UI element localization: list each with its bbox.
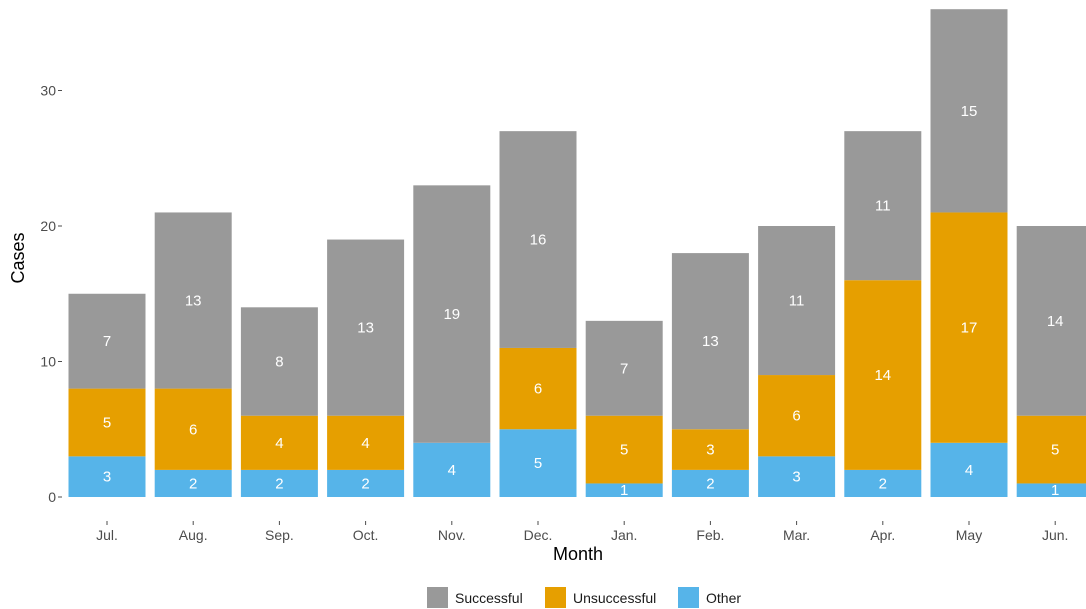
x-axis-title: Month [553,544,603,564]
data-label: 7 [103,333,111,350]
data-label: 2 [275,475,283,492]
y-axis-title: Cases [8,232,28,283]
data-label: 5 [534,455,542,472]
data-label: 4 [965,462,973,479]
legend-swatch-other [678,587,699,608]
data-label: 1 [620,482,628,499]
x-tick-label: May [956,527,982,543]
data-label: 2 [189,475,197,492]
legend-label: Other [706,590,741,606]
data-label: 11 [875,198,891,215]
legend-label: Successful [455,590,523,606]
data-label: 3 [706,442,714,459]
data-label: 14 [1047,313,1064,330]
legend-label: Unsuccessful [573,590,656,606]
data-label: 16 [530,232,547,249]
data-label: 3 [103,469,111,486]
x-tick-label: Oct. [353,527,379,543]
x-tick-label: Apr. [870,527,895,543]
legend-swatch-unsuccessful [545,587,566,608]
data-label: 6 [534,381,542,398]
legend-swatch-successful [427,587,448,608]
y-tick-label: 20 [40,218,56,234]
y-tick-label: 0 [48,489,56,505]
y-tick-label: 10 [40,354,56,370]
data-label: 2 [706,475,714,492]
y-tick-label: 30 [40,83,56,99]
data-label: 11 [789,293,805,310]
data-label: 5 [620,442,628,459]
data-label: 13 [185,293,202,310]
data-label: 6 [189,421,197,438]
y-axis: 0 10 20 30 [40,83,62,506]
x-tick-label: Feb. [696,527,724,543]
data-label: 3 [792,469,800,486]
x-tick-label: Sep. [265,527,294,543]
data-label: 13 [357,320,374,337]
data-label: 19 [443,306,460,323]
x-tick-label: Jul. [96,527,118,543]
data-label: 4 [361,435,369,452]
x-tick-label: Mar. [783,527,810,543]
data-label: 5 [103,414,111,431]
data-label: 15 [961,103,978,120]
x-tick-label: Jun. [1042,527,1068,543]
data-label: 2 [879,475,887,492]
legend: Successful Unsuccessful Other [427,587,741,608]
x-tick-label: Aug. [179,527,208,543]
data-label: 5 [1051,442,1059,459]
data-label: 7 [620,360,628,377]
data-label: 14 [874,367,891,384]
plot-area: 3572613248241341956161572313361121411417… [69,9,1086,499]
data-label: 13 [702,333,719,350]
x-tick-label: Nov. [438,527,466,543]
data-label: 8 [275,354,283,371]
data-label: 6 [792,408,800,425]
x-tick-label: Jan. [611,527,637,543]
data-label: 1 [1051,482,1059,499]
data-label: 2 [361,475,369,492]
data-label: 4 [448,462,456,479]
x-axis: Jul. Aug. Sep. Oct. Nov. Dec. Jan. Feb. Mar. Apr.… [96,521,1068,543]
data-label: 17 [961,320,978,337]
x-tick-label: Dec. [524,527,553,543]
data-label: 4 [275,435,283,452]
